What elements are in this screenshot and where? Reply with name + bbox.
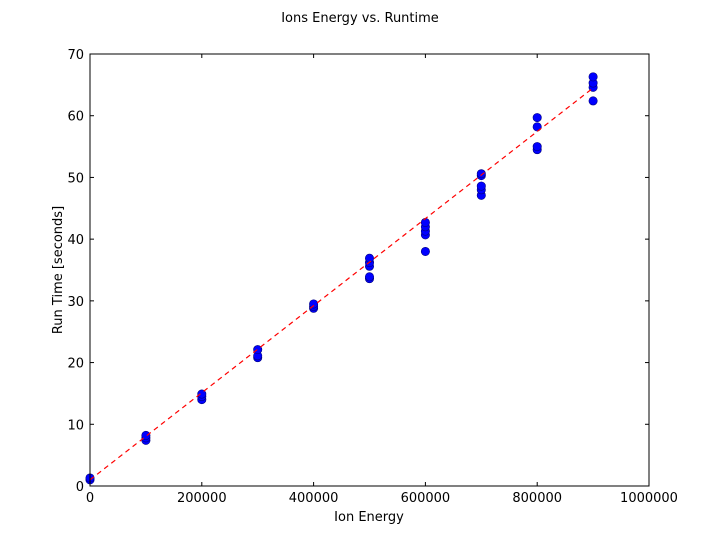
data-point <box>309 299 319 309</box>
x-tick-label: 1000000 <box>620 491 678 506</box>
data-point <box>588 96 598 106</box>
x-tick-label: 200000 <box>177 491 227 506</box>
data-point <box>141 430 151 440</box>
data-point <box>420 217 430 227</box>
plot-frame <box>89 53 650 487</box>
data-point <box>476 169 486 179</box>
data-point <box>364 253 374 263</box>
y-tick-label: 30 <box>67 295 84 310</box>
data-point <box>588 72 598 82</box>
data-point <box>532 142 542 152</box>
x-tick-label: 400000 <box>289 491 339 506</box>
data-point <box>476 181 486 191</box>
y-tick-label: 70 <box>67 48 84 63</box>
y-tick-label: 60 <box>67 110 84 125</box>
data-point <box>253 345 263 355</box>
y-tick-label: 20 <box>67 357 84 372</box>
y-tick-label: 0 <box>76 480 84 495</box>
y-tick-label: 50 <box>67 171 84 186</box>
data-point <box>420 246 430 256</box>
data-point <box>532 113 542 123</box>
x-axis: 0 200000 400000 600000 800000 1000000 <box>86 54 678 506</box>
data-point <box>364 272 374 282</box>
x-axis-label: Ion Energy <box>334 510 404 525</box>
plot-layer <box>85 72 598 485</box>
x-tick-label: 0 <box>86 491 94 506</box>
fit-line <box>89 87 594 481</box>
chart-title: Ions Energy vs. Runtime <box>281 11 439 26</box>
y-tick-label: 40 <box>67 233 84 248</box>
data-point <box>197 389 207 399</box>
x-tick-label: 800000 <box>512 491 562 506</box>
y-tick-label: 10 <box>67 418 84 433</box>
x-tick-label: 600000 <box>401 491 451 506</box>
y-axis-label: Run Time [seconds] <box>51 206 66 334</box>
y-axis: 0 10 20 30 40 50 60 70 <box>67 48 649 495</box>
